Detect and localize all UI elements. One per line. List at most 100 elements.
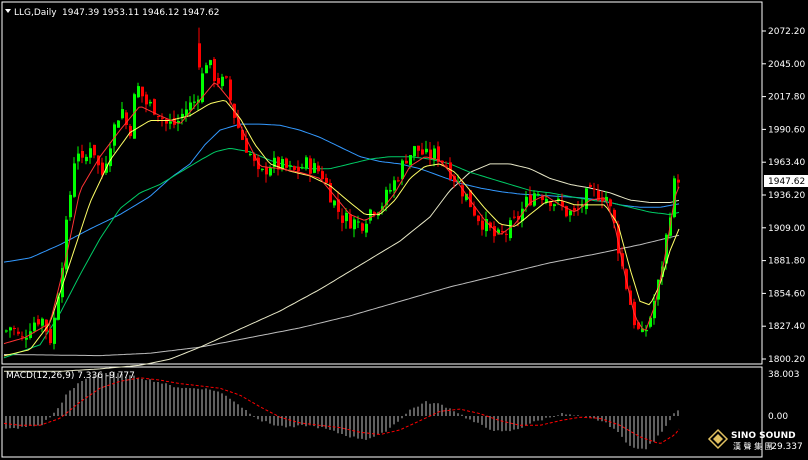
candle[interactable] xyxy=(273,151,276,173)
candle[interactable] xyxy=(25,329,28,348)
candle[interactable] xyxy=(49,324,52,346)
candle[interactable] xyxy=(553,203,556,212)
candle[interactable] xyxy=(101,157,104,179)
candle[interactable] xyxy=(345,208,348,229)
candle[interactable] xyxy=(569,209,572,222)
candle[interactable] xyxy=(277,156,280,176)
candle[interactable] xyxy=(385,186,388,212)
candle[interactable] xyxy=(337,191,340,220)
candle[interactable] xyxy=(189,96,192,117)
candle[interactable] xyxy=(149,99,152,107)
candle[interactable] xyxy=(541,194,544,205)
main-panel[interactable] xyxy=(1,1,763,365)
candle[interactable] xyxy=(493,221,496,243)
candle[interactable] xyxy=(585,187,588,215)
candle[interactable] xyxy=(349,209,352,229)
candle[interactable] xyxy=(77,146,80,170)
candle[interactable] xyxy=(221,73,224,90)
candle[interactable] xyxy=(293,165,296,171)
candle[interactable] xyxy=(129,124,132,139)
candle[interactable] xyxy=(537,191,540,197)
candle[interactable] xyxy=(285,157,288,172)
candle[interactable] xyxy=(81,144,84,164)
candle[interactable] xyxy=(41,317,44,333)
candle[interactable] xyxy=(85,154,88,165)
candle[interactable] xyxy=(93,144,96,159)
candle[interactable] xyxy=(305,155,308,171)
candle[interactable] xyxy=(361,222,364,234)
candle[interactable] xyxy=(477,214,480,226)
candle[interactable] xyxy=(433,145,436,167)
candle[interactable] xyxy=(65,216,68,274)
candle[interactable] xyxy=(341,208,344,232)
candle[interactable] xyxy=(205,62,208,74)
candle[interactable] xyxy=(425,140,428,155)
candle[interactable] xyxy=(593,182,596,197)
candle[interactable] xyxy=(297,160,300,179)
candle[interactable] xyxy=(137,82,140,99)
candle[interactable] xyxy=(249,151,252,157)
candle[interactable] xyxy=(21,331,24,341)
candle[interactable] xyxy=(9,326,12,338)
candle[interactable] xyxy=(509,217,512,241)
candle[interactable] xyxy=(73,157,76,198)
candle[interactable] xyxy=(317,161,320,174)
candle[interactable] xyxy=(461,178,464,204)
candle[interactable] xyxy=(209,59,212,69)
candle[interactable] xyxy=(301,163,304,170)
candle[interactable] xyxy=(321,166,324,181)
candle[interactable] xyxy=(369,208,372,224)
candle[interactable] xyxy=(109,142,112,172)
candle[interactable] xyxy=(121,102,124,120)
candle[interactable] xyxy=(61,262,64,303)
candle[interactable] xyxy=(141,86,144,103)
candle[interactable] xyxy=(405,154,408,164)
candle[interactable] xyxy=(353,216,356,238)
candle[interactable] xyxy=(117,120,120,128)
candle[interactable] xyxy=(437,141,440,167)
chevron-down-icon[interactable] xyxy=(5,9,11,13)
candle[interactable] xyxy=(37,315,40,327)
candle[interactable] xyxy=(645,325,648,337)
candle[interactable] xyxy=(561,193,564,211)
candle[interactable] xyxy=(17,327,20,336)
candle[interactable] xyxy=(573,205,576,216)
candle[interactable] xyxy=(261,168,264,172)
candle[interactable] xyxy=(397,176,400,183)
candle[interactable] xyxy=(333,199,336,208)
candle[interactable] xyxy=(309,155,312,183)
candle[interactable] xyxy=(677,174,680,189)
candle[interactable] xyxy=(185,101,188,122)
candle-spike[interactable] xyxy=(198,27,201,70)
candle[interactable] xyxy=(325,173,328,184)
candle[interactable] xyxy=(589,182,592,188)
macd-panel[interactable] xyxy=(1,366,763,458)
candle[interactable] xyxy=(413,145,416,161)
candle[interactable] xyxy=(313,158,316,174)
candle[interactable] xyxy=(389,183,392,194)
candle[interactable] xyxy=(69,191,72,221)
candle[interactable] xyxy=(289,160,292,171)
candle[interactable] xyxy=(265,162,268,183)
candle[interactable] xyxy=(125,110,128,130)
candle[interactable] xyxy=(641,321,644,333)
candle[interactable] xyxy=(673,175,676,219)
candle[interactable] xyxy=(225,75,228,79)
candle[interactable] xyxy=(213,57,216,88)
candle[interactable] xyxy=(481,214,484,236)
candle[interactable] xyxy=(421,142,424,156)
candle[interactable] xyxy=(365,219,368,238)
candle[interactable] xyxy=(513,210,516,220)
candle[interactable] xyxy=(605,191,608,202)
candle[interactable] xyxy=(549,200,552,212)
candle[interactable] xyxy=(161,113,164,127)
candle[interactable] xyxy=(89,142,92,164)
candle[interactable] xyxy=(505,231,508,243)
candle[interactable] xyxy=(533,190,536,207)
candle[interactable] xyxy=(417,145,420,158)
candle[interactable] xyxy=(485,211,488,237)
candle[interactable] xyxy=(97,155,100,174)
candle[interactable] xyxy=(453,173,456,188)
candle[interactable] xyxy=(133,92,136,139)
